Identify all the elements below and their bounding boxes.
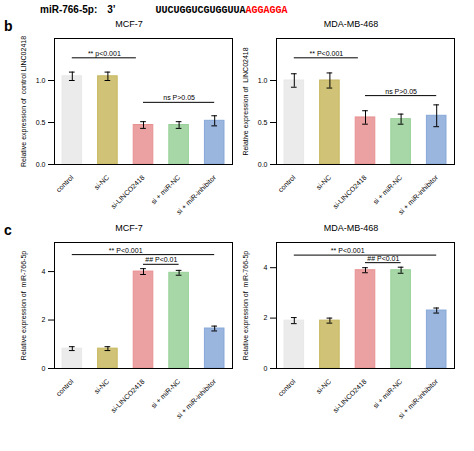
svg-text:si + miR-NC: si + miR-NC <box>150 174 182 206</box>
svg-text:si-NC: si-NC <box>93 174 110 191</box>
svg-text:si-NC: si-NC <box>93 378 110 395</box>
html-text:UUCUGGUCGUGGUUA AGGAGGA: UUCUGGUCGUGGUUA AGGAGGA <box>155 5 288 16</box>
svg-text:2: 2 <box>42 316 46 323</box>
svg-text:Relative expression of miR-76: Relative expression of miR-766-5p <box>20 251 28 360</box>
html-text:miR-766-5p:: miR-766-5p: <box>40 4 98 15</box>
svg-text:si + miR-inhibitor: si + miR-inhibitor <box>175 173 217 215</box>
html-text:b: b <box>4 18 13 34</box>
svg-text:0.0: 0.0 <box>36 161 46 168</box>
svg-text:** p<0.001: ** p<0.001 <box>88 50 121 58</box>
svg-text:si + miR-NC: si + miR-NC <box>150 378 182 410</box>
svg-text:control: control <box>55 377 75 397</box>
svg-text:si + miR-inhibitor: si + miR-inhibitor <box>397 377 439 419</box>
svg-text:si + miR-NC: si + miR-NC <box>372 378 404 410</box>
svg-text:1.0: 1.0 <box>36 77 46 84</box>
svg-text:0: 0 <box>42 365 46 372</box>
svg-text:ns P>0.05: ns P>0.05 <box>163 94 195 101</box>
svg-text:si-LINCO2418: si-LINCO2418 <box>109 174 145 210</box>
html-text:MDA-MB-468: MDA-MB-468 <box>323 19 379 29</box>
svg-text:si-LINCO2418: si-LINCO2418 <box>331 174 367 210</box>
svg-text:control: control <box>277 173 297 193</box>
svg-text:** P<0.001: ** P<0.001 <box>109 247 143 254</box>
svg-text:Relative expression of LINC02: Relative expression of LINC02418 <box>242 47 250 155</box>
svg-text:** P<0.001: ** P<0.001 <box>331 247 365 254</box>
html-text:MCF-7: MCF-7 <box>115 223 143 233</box>
svg-text:4: 4 <box>264 264 268 271</box>
svg-text:0: 0 <box>264 365 268 372</box>
html-text:c: c <box>4 222 12 238</box>
svg-text:0.5: 0.5 <box>36 119 46 126</box>
svg-text:control: control <box>55 173 75 193</box>
svg-text:## P<0.01: ## P<0.01 <box>367 255 399 262</box>
svg-text:1.0: 1.0 <box>258 77 268 84</box>
svg-text:Relative expression of miR-76: Relative expression of miR-766-5p <box>242 251 250 360</box>
svg-text:0.0: 0.0 <box>258 161 268 168</box>
svg-text:control: control <box>277 377 297 397</box>
svg-text:## P<0.01: ## P<0.01 <box>145 256 177 263</box>
svg-text:ns P>0.05: ns P>0.05 <box>385 88 417 95</box>
html-text:MDA-MB-468: MDA-MB-468 <box>323 223 379 233</box>
svg-text:2: 2 <box>264 314 268 321</box>
svg-text:0.5: 0.5 <box>258 119 268 126</box>
svg-text:si + miR-NC: si + miR-NC <box>372 174 404 206</box>
svg-text:Relative expression of contro: Relative expression of control LINC02418 <box>20 36 28 167</box>
html-text:MCF-7: MCF-7 <box>115 19 143 29</box>
svg-text:si + miR-inhibitor: si + miR-inhibitor <box>175 377 217 419</box>
svg-text:si + miR-inhibitor: si + miR-inhibitor <box>397 173 439 215</box>
html-text:3’: 3’ <box>107 4 116 15</box>
svg-text:si-NC: si-NC <box>315 174 332 191</box>
svg-text:si-LINCO2418: si-LINCO2418 <box>109 378 145 414</box>
svg-text:4: 4 <box>42 268 46 275</box>
svg-text:si-LINCO2418: si-LINCO2418 <box>331 378 367 414</box>
svg-text:** P<0.001: ** P<0.001 <box>310 50 344 57</box>
svg-text:si-NC: si-NC <box>315 378 332 395</box>
